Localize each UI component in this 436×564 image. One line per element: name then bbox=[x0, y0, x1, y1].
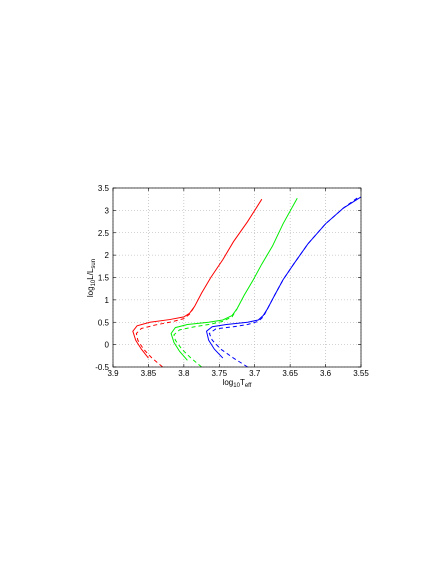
line-series bbox=[173, 308, 238, 368]
y-tick-label: 2 bbox=[105, 251, 110, 260]
line-series bbox=[208, 197, 358, 368]
y-tick-label: -0.5 bbox=[95, 363, 109, 372]
line-series bbox=[135, 306, 195, 368]
y-label-part: log bbox=[86, 286, 95, 297]
y-label-sub: sun bbox=[91, 259, 97, 269]
y-tick-label: 1.5 bbox=[98, 274, 110, 283]
line-series bbox=[132, 198, 263, 359]
x-axis-label: log10Teff bbox=[223, 378, 252, 389]
x-tick-label: 3.7 bbox=[249, 369, 261, 378]
x-label-part: log bbox=[223, 378, 234, 387]
x-tick-label: 3.65 bbox=[282, 369, 298, 378]
y-tick-label: 2.5 bbox=[98, 229, 110, 238]
x-tick-label: 3.8 bbox=[178, 369, 190, 378]
x-tick-label: 3.55 bbox=[353, 369, 369, 378]
y-tick-label: 1 bbox=[105, 296, 110, 305]
y-tick-label: 3.5 bbox=[98, 184, 110, 193]
x-tick-label: 3.75 bbox=[211, 369, 227, 378]
y-label-sub: 10 bbox=[91, 279, 97, 286]
x-tick-label: 3.9 bbox=[107, 369, 119, 378]
y-tick-label: 3 bbox=[105, 206, 110, 215]
x-tick-label: 3.6 bbox=[320, 369, 332, 378]
x-label-sub: 10 bbox=[233, 383, 240, 389]
y-tick-label: 0 bbox=[105, 341, 110, 350]
plot-frame bbox=[112, 187, 362, 368]
y-tick-label: 0.5 bbox=[98, 318, 110, 327]
y-label-part: L/L bbox=[86, 268, 95, 280]
line-series bbox=[170, 198, 298, 361]
y-axis-label: log10L/Lsun bbox=[86, 259, 97, 297]
x-tick-label: 3.85 bbox=[141, 369, 157, 378]
x-label-sub: eff bbox=[245, 383, 252, 389]
x-label-part: T bbox=[240, 378, 245, 387]
